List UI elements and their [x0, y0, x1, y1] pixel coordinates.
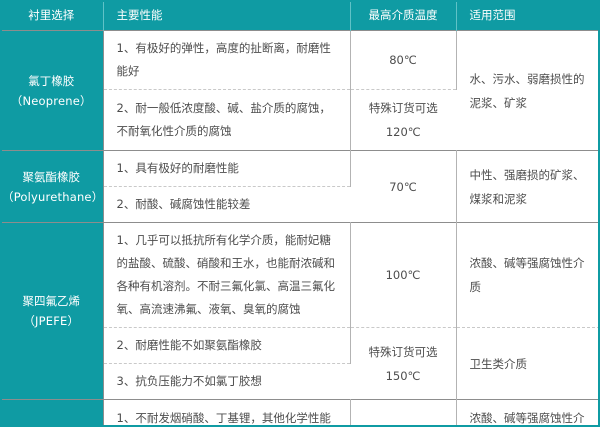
table-header-row: 衬里选择 主要性能 最高介质温度 适用范围: [0, 0, 600, 31]
column-header-material: 衬里选择: [0, 0, 104, 31]
table-row: 聚氨酯橡胶 （Polyurethane） 1、具有极好的耐磨性能 70℃ 中性、…: [0, 150, 600, 223]
cell-max-temp: 80℃: [350, 30, 457, 90]
material-name-en: （JPEFE）: [23, 314, 80, 328]
temp-value: 特殊订货可选: [368, 101, 438, 115]
material-name-en: （Neoprene）: [10, 93, 92, 108]
cell-scope: 浓酸、碱等强腐蚀性介质: [456, 399, 600, 427]
table-row: 氯丁橡胶 （Neoprene） 1、有极好的弹性，高度的扯断离，耐磨性能好 80…: [0, 30, 600, 151]
column-header-scope: 适用范围: [456, 0, 600, 31]
table-row: 聚四氟乙烯 （JPEFE） 1、几乎可以抵抗所有化学介质，能耐妃糖的盐酸、硫酸、…: [0, 222, 600, 400]
table-row: 3、抗负压能力不如氯丁胶想: [0, 363, 600, 400]
cell-performance: 2、耐酸、碱腐蚀性能较差: [103, 186, 350, 223]
cell-performance: 1、不耐发烟硝酸、丁基锂，其他化学性能与聚四氟乙烯基本相同: [103, 399, 351, 427]
temp-note: 120℃: [385, 125, 421, 139]
cell-performance: 1、几乎可以抵抗所有化学介质，能耐妃糖的盐酸、硫酸、硝酸和王水，也能耐浓碱和各种…: [103, 222, 351, 328]
cell-max-temp: 100℃: [350, 399, 457, 427]
material-name-en: （Polyurethane）: [2, 189, 104, 204]
cell-performance: 1、具有极好的耐磨性能: [103, 150, 351, 187]
cell-scope: 水、污水、弱磨损性的泥浆、矿浆: [456, 30, 600, 151]
table-header: 衬里选择 主要性能 最高介质温度 适用范围: [0, 0, 600, 31]
material-name-cn: 聚氨酯橡胶: [22, 169, 81, 184]
cell-performance: 2、耐一般低浓度酸、碱、盐介质的腐蚀，不耐氧化性介质的腐蚀: [103, 89, 351, 151]
table-frame-left: [0, 0, 2, 427]
cell-scope: 中性、强磨损的矿浆、煤浆和泥浆: [456, 150, 600, 223]
temp-value: 特殊订货可选: [368, 344, 438, 359]
cell-max-temp: 特殊订货可选 150℃: [350, 327, 457, 400]
table-row: 2、耐磨性能不如聚氨酯橡胶 特殊订货可选 150℃ 卫生类介质: [0, 327, 600, 400]
cell-max-temp: 特殊订货可选 120℃: [350, 89, 456, 151]
cell-material-f46: 聚全氟乙丙烯 （F46）: [0, 399, 104, 427]
table-frame-right: [598, 0, 600, 427]
table-frame-top: [0, 0, 600, 2]
table-row: 2、耐一般低浓度酸、碱、盐介质的腐蚀，不耐氧化性介质的腐蚀 特殊订货可选 120…: [0, 89, 600, 151]
cell-material-polyurethane: 聚氨酯橡胶 （Polyurethane）: [0, 150, 104, 223]
cell-scope: 卫生类介质: [456, 327, 600, 400]
column-header-performance: 主要性能: [103, 0, 351, 31]
temp-note: 150℃: [385, 368, 421, 383]
material-name-cn: 氯丁橡胶: [28, 73, 75, 88]
cell-performance: 1、有极好的弹性，高度的扯断离，耐磨性能好: [103, 30, 351, 90]
cell-performance: 2、耐磨性能不如聚氨酯橡胶: [103, 327, 351, 364]
cell-material-jpefe: 聚四氟乙烯 （JPEFE）: [0, 222, 104, 400]
column-header-max-temp: 最高介质温度: [350, 0, 457, 31]
table-row: 聚全氟乙丙烯 （F46） 1、不耐发烟硝酸、丁基锂，其他化学性能与聚四氟乙烯基本…: [0, 399, 600, 427]
cell-max-temp: 100℃: [350, 222, 457, 328]
cell-max-temp: 70℃: [350, 150, 457, 223]
material-name-cn: 聚四氟乙烯: [22, 294, 81, 308]
cell-performance: 3、抗负压能力不如氯丁胶想: [103, 363, 350, 400]
cell-material-neoprene: 氯丁橡胶 （Neoprene）: [0, 30, 104, 151]
table-body: 氯丁橡胶 （Neoprene） 1、有极好的弹性，高度的扯断离，耐磨性能好 80…: [0, 30, 600, 427]
table-row: 2、耐酸、碱腐蚀性能较差: [0, 186, 600, 223]
table-frame-bottom: [0, 425, 600, 427]
cell-scope: 浓酸、碱等强腐蚀性介质: [456, 222, 600, 328]
